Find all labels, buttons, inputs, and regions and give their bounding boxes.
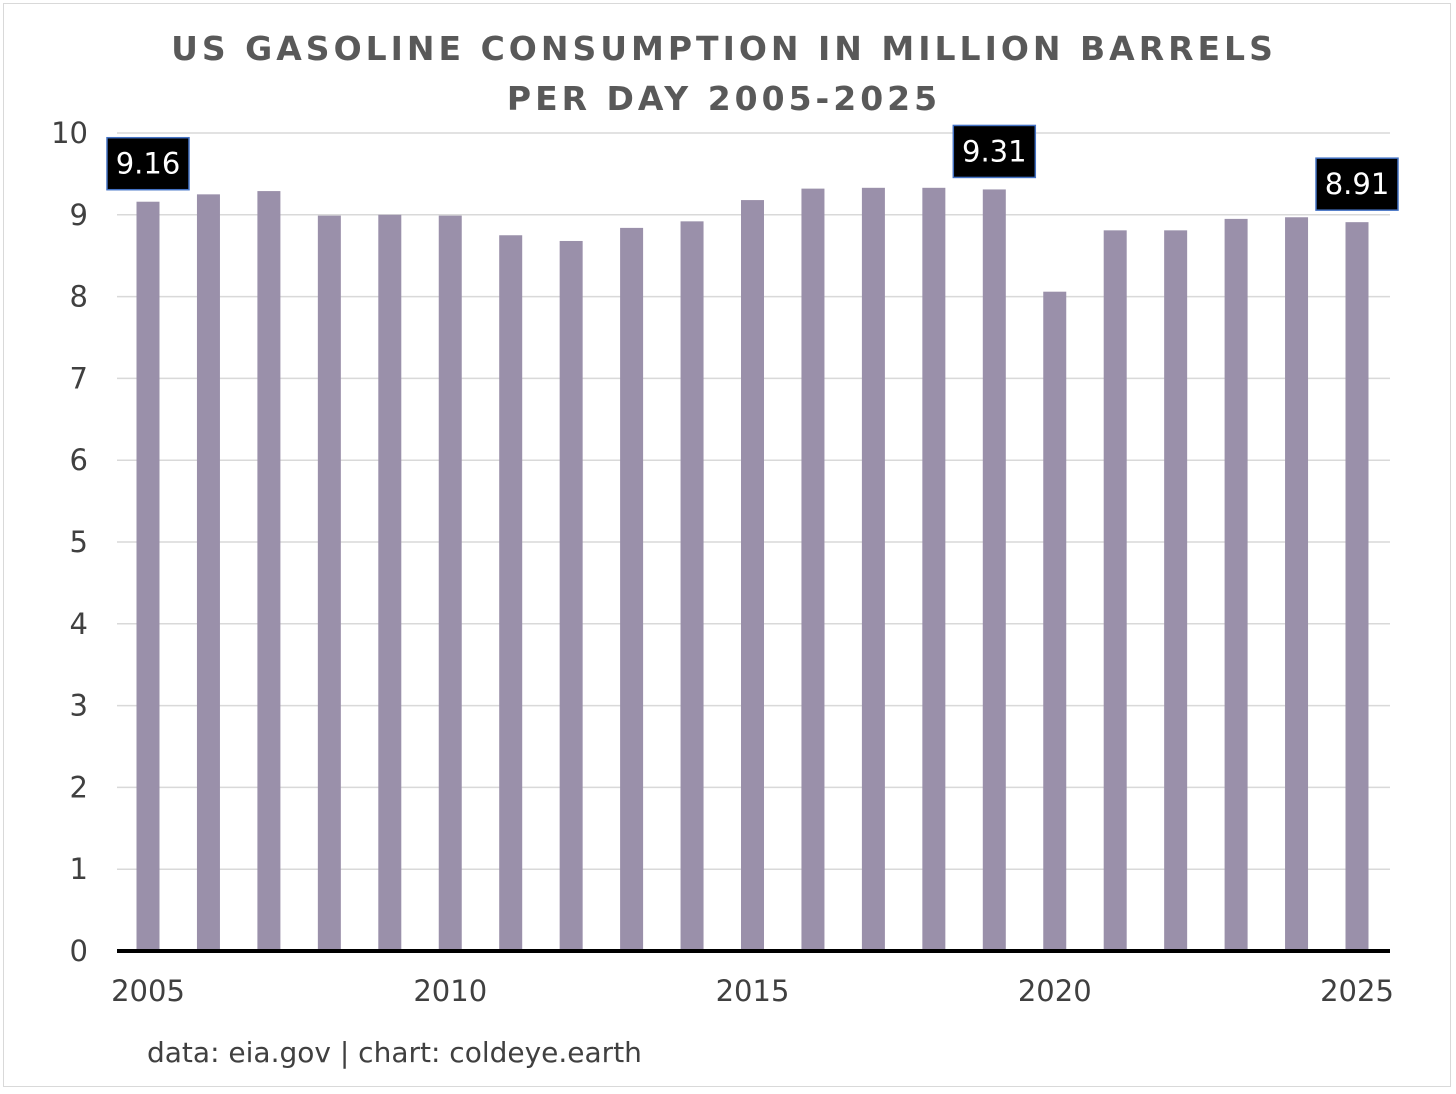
data-label-text-2019: 9.31 bbox=[962, 134, 1027, 168]
bar-2019 bbox=[982, 189, 1006, 951]
data-label-2005: 9.16 bbox=[106, 136, 190, 191]
bar-2025 bbox=[1345, 222, 1369, 952]
bar-2012 bbox=[559, 240, 583, 951]
y-tick-label-8: 8 bbox=[70, 280, 88, 314]
y-tick-label-6: 6 bbox=[70, 443, 88, 477]
y-tick-label-10: 10 bbox=[51, 116, 88, 150]
bar-2017 bbox=[861, 187, 885, 951]
bar-2020 bbox=[1043, 291, 1067, 951]
y-tick-label-1: 1 bbox=[70, 852, 88, 886]
x-axis-ticks: 2005 2010 2015 2020 2025 bbox=[111, 974, 1394, 1008]
y-tick-label-5: 5 bbox=[70, 525, 88, 559]
x-tick-label-2025: 2025 bbox=[1320, 974, 1394, 1008]
chart-title-line-2: PER DAY 2005-2025 bbox=[507, 79, 941, 118]
x-tick-label-2010: 2010 bbox=[413, 974, 487, 1008]
data-labels: 9.16 9.31 8.91 bbox=[106, 124, 1399, 211]
bar-2021 bbox=[1103, 230, 1127, 952]
chart-frame bbox=[3, 3, 1451, 1087]
y-tick-label-3: 3 bbox=[70, 689, 88, 723]
chart-title-line-1: US GASOLINE CONSUMPTION IN MILLION BARRE… bbox=[171, 29, 1277, 68]
y-tick-label-2: 2 bbox=[70, 770, 88, 804]
x-tick-label-2015: 2015 bbox=[716, 974, 790, 1008]
bar-2010 bbox=[438, 215, 462, 952]
data-label-box-2019 bbox=[952, 124, 1037, 179]
bar-2011 bbox=[499, 235, 523, 951]
y-tick-label-9: 9 bbox=[70, 198, 88, 232]
y-axis-ticks: 0 1 2 3 4 5 6 7 8 9 10 bbox=[51, 116, 88, 968]
bar-2022 bbox=[1164, 230, 1188, 952]
bar-2024 bbox=[1285, 217, 1309, 951]
y-tick-label-0: 0 bbox=[70, 934, 88, 968]
bar-2014 bbox=[680, 221, 704, 951]
data-label-box-2025 bbox=[1315, 157, 1399, 211]
bar-2016 bbox=[801, 188, 825, 951]
data-label-2019: 9.31 bbox=[952, 124, 1037, 179]
data-label-box-2005 bbox=[106, 136, 190, 191]
x-tick-label-2020: 2020 bbox=[1018, 974, 1092, 1008]
bar-2007 bbox=[257, 191, 281, 951]
y-tick-label-4: 4 bbox=[70, 607, 88, 641]
bar-2009 bbox=[378, 214, 402, 952]
chart-credit: data: eia.gov | chart: coldeye.earth bbox=[147, 1036, 642, 1069]
bar-2008 bbox=[317, 215, 341, 952]
x-tick-label-2005: 2005 bbox=[111, 974, 185, 1008]
bar-2013 bbox=[620, 227, 644, 951]
data-label-text-2025: 8.91 bbox=[1325, 167, 1390, 201]
bar-2006 bbox=[196, 194, 220, 952]
bar-2015 bbox=[741, 200, 764, 952]
bar-2005 bbox=[136, 201, 160, 951]
y-tick-label-7: 7 bbox=[70, 361, 88, 395]
bars bbox=[136, 187, 1369, 952]
data-label-2025: 8.91 bbox=[1315, 157, 1399, 211]
bar-2023 bbox=[1224, 218, 1248, 951]
data-label-text-2005: 9.16 bbox=[116, 147, 181, 181]
bar-2018 bbox=[922, 187, 946, 951]
